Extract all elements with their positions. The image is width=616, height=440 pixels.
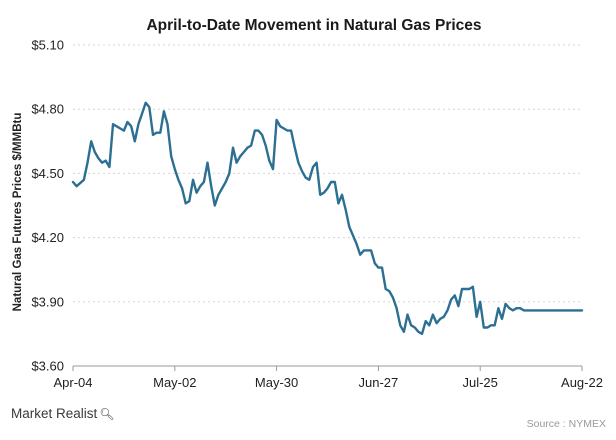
market-realist-logo[interactable]: Market Realist 🔍︎ (11, 406, 115, 421)
y-axis-label: Natural Gas Futures Prices $/MMBtu (12, 113, 24, 312)
y-tick-label: $4.20 (31, 230, 64, 245)
y-tick-label: $4.80 (31, 102, 64, 117)
x-axis-ticks: Apr-04 May-02 May-30 Jun-27 Jul-25 Aug-22 (53, 366, 603, 390)
magnifier-icon: 🔍︎ (99, 406, 115, 421)
y-axis-ticks: $3.60 $3.90 $4.20 $4.50 $4.80 $5.10 (31, 38, 64, 374)
x-tick-label: May-02 (153, 375, 196, 390)
y-tick-label: $5.10 (31, 38, 64, 53)
chart-title: April-to-Date Movement in Natural Gas Pr… (146, 17, 481, 34)
y-tick-label: $3.60 (31, 359, 64, 374)
source-note: Source : NYMEX (526, 418, 606, 430)
series-layer (71, 101, 584, 336)
x-tick-label: Apr-04 (53, 375, 92, 390)
logo-text: Market Realist (11, 406, 98, 421)
footer: Market Realist 🔍︎ Source : NYMEX (0, 404, 616, 438)
y-tick-label: $4.50 (31, 166, 64, 181)
x-tick-label: Aug-22 (561, 375, 603, 390)
x-tick-label: May-30 (255, 375, 298, 390)
price-series-line (71, 101, 584, 336)
x-tick-label: Jun-27 (359, 375, 399, 390)
x-tick-label: Jul-25 (462, 375, 497, 390)
y-tick-label: $3.90 (31, 294, 64, 309)
gridlines (73, 44, 582, 303)
